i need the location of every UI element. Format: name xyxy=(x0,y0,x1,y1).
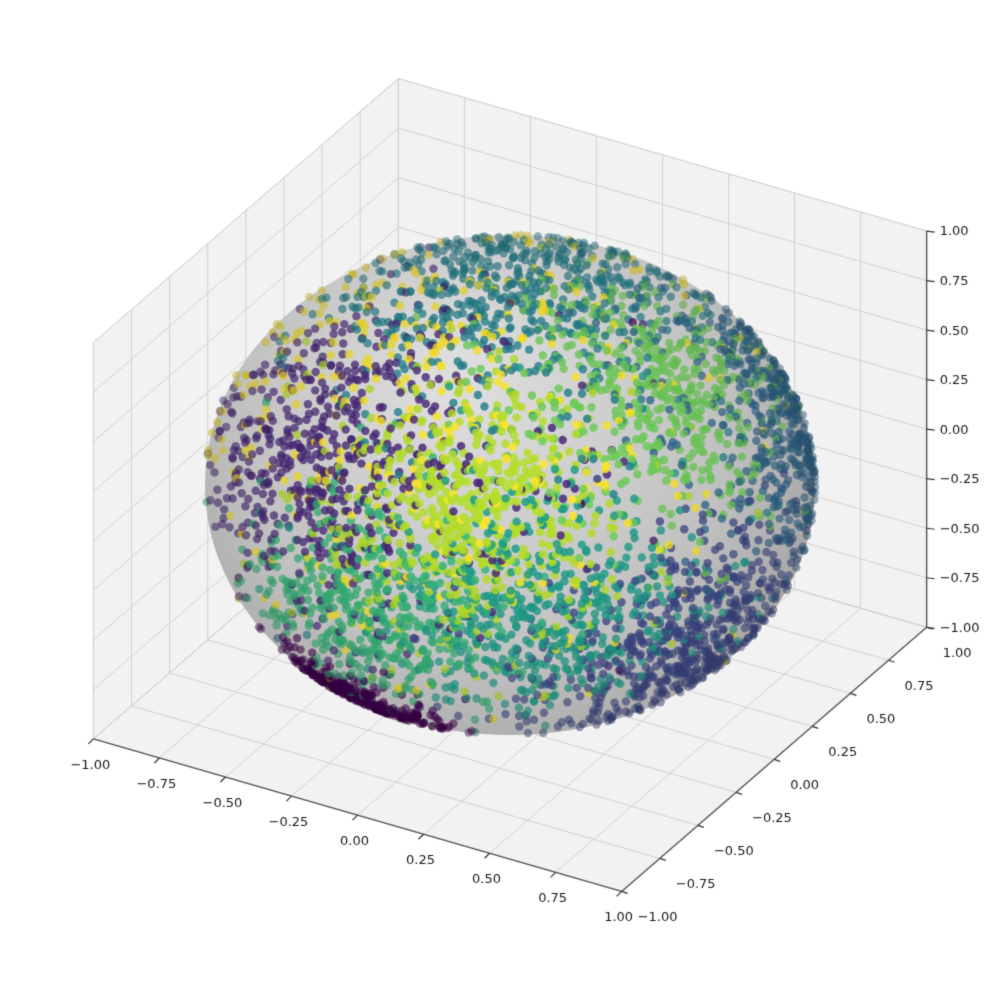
matplotlib-figure xyxy=(0,0,1000,1000)
3d-scatter-sphere-canvas xyxy=(0,0,1000,1000)
